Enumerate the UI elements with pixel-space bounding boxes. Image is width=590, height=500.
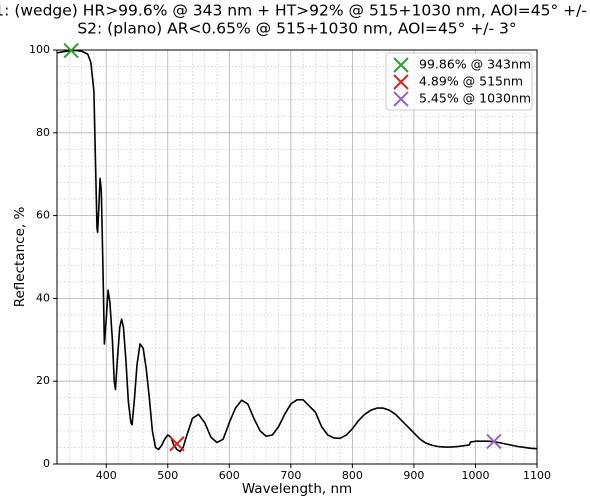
x-tick-label: 400 (96, 469, 117, 482)
x-tick-label: 700 (280, 469, 301, 482)
y-tick-label: 20 (36, 374, 50, 387)
x-tick-label: 500 (157, 469, 178, 482)
y-tick-label: 60 (36, 209, 50, 222)
point-marker (169, 436, 185, 452)
y-axis-label: Reflectance, % (12, 207, 28, 308)
point-marker (63, 42, 79, 59)
legend-label: 4.89% @ 515nm (419, 74, 523, 89)
y-tick-label: 40 (36, 291, 50, 304)
x-axis-label: Wavelength, nm (242, 481, 352, 497)
title-line-2: S2: (plano) AR<0.65% @ 515+1030 nm, AOI=… (77, 20, 516, 38)
x-tick-label: 1100 (523, 469, 551, 482)
legend-marker (393, 91, 409, 107)
legend-box (385, 52, 533, 111)
legend-marker (393, 74, 409, 90)
y-tick-label: 80 (36, 126, 50, 139)
y-tick-label: 0 (43, 457, 50, 470)
legend-marker (393, 57, 409, 73)
legend-label: 5.45% @ 1030nm (419, 91, 531, 106)
x-tick-label: 900 (403, 469, 424, 482)
title-line-1: S1: (wedge) HR>99.6% @ 343 nm + HT>92% @… (0, 2, 590, 20)
reflectance-line (56, 49, 538, 453)
x-tick-label: 800 (342, 469, 363, 482)
point-marker (486, 433, 502, 450)
y-tick-label: 100 (29, 43, 50, 56)
plot-frame (56, 49, 538, 465)
legend-label: 99.86% @ 343nm (419, 57, 531, 72)
x-tick-label: 1000 (461, 469, 489, 482)
x-tick-label: 600 (219, 469, 240, 482)
